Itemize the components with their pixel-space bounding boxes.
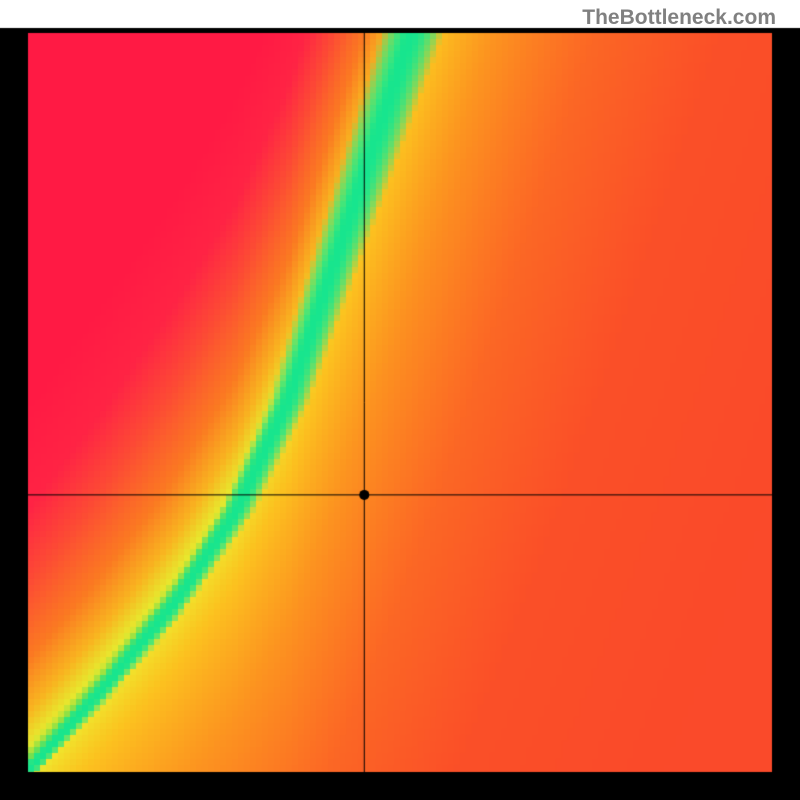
watermark-text: TheBottleneck.com — [582, 6, 776, 30]
bottleneck-heatmap — [0, 0, 800, 800]
